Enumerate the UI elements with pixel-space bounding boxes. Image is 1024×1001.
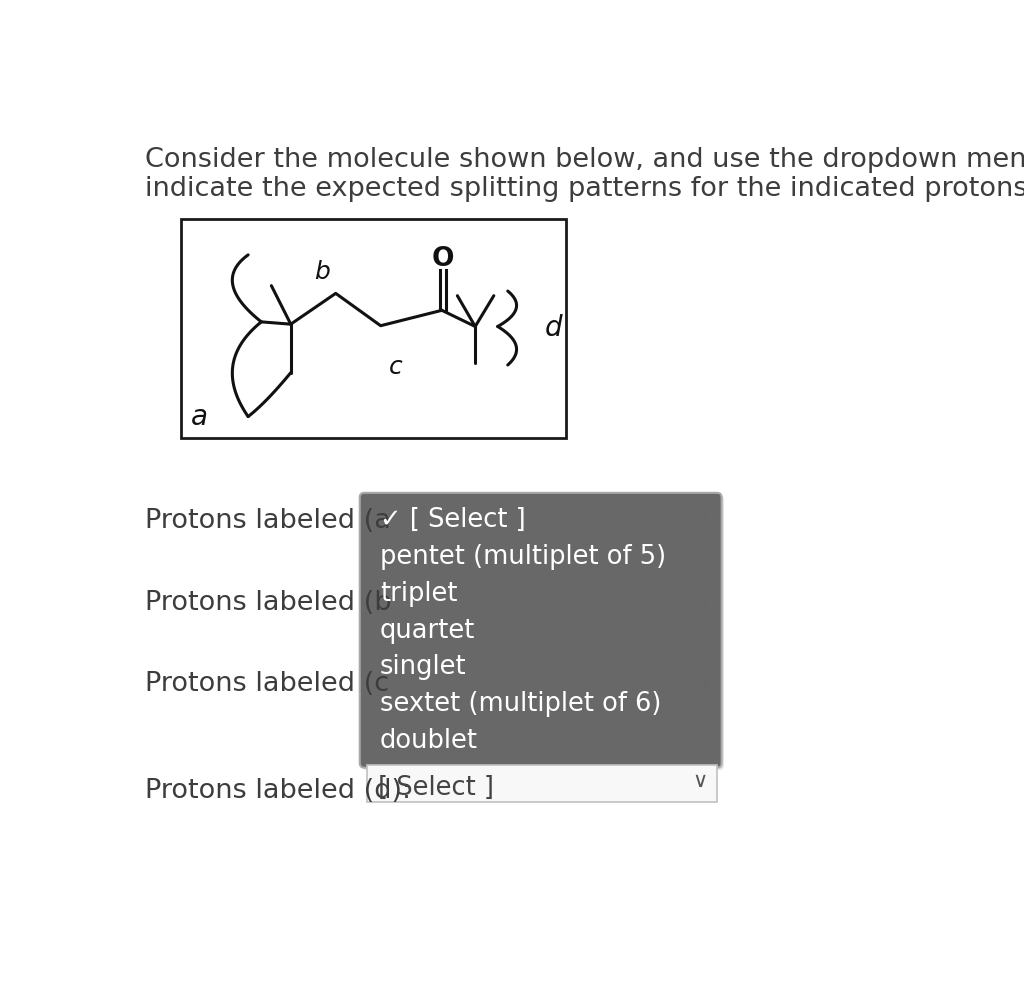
Bar	[367, 507, 717, 539]
Text: d: d	[545, 314, 562, 342]
Bar	[367, 589, 717, 621]
Text: sextet (multiplet of 6): sextet (multiplet of 6)	[380, 692, 662, 718]
Text: ✓ [ Select ]: ✓ [ Select ]	[380, 507, 525, 533]
Bar	[367, 766, 717, 803]
Bar	[367, 669, 717, 702]
Text: O: O	[431, 246, 454, 272]
Bar	[180, 218, 566, 438]
Text: ›: ›	[701, 592, 710, 610]
Text: Protons labeled (b: Protons labeled (b	[145, 590, 391, 616]
Text: ›: ›	[701, 510, 710, 529]
Text: triplet: triplet	[380, 581, 458, 607]
Text: indicate the expected splitting patterns for the indicated protons.: indicate the expected splitting patterns…	[145, 175, 1024, 201]
Text: [ Select ]: [ Select ]	[378, 775, 495, 801]
FancyBboxPatch shape	[362, 495, 724, 770]
Text: Protons labeled (a: Protons labeled (a	[145, 509, 391, 535]
Text: Consider the molecule shown below, and use the dropdown menus to: Consider the molecule shown below, and u…	[145, 147, 1024, 173]
Text: ›: ›	[701, 672, 710, 691]
Text: Protons labeled (d):: Protons labeled (d):	[145, 779, 411, 805]
Text: singlet: singlet	[380, 655, 467, 681]
Text: b: b	[313, 260, 330, 284]
Text: pentet (multiplet of 5): pentet (multiplet of 5)	[380, 544, 666, 570]
FancyBboxPatch shape	[359, 492, 722, 768]
Text: c: c	[388, 355, 402, 379]
Text: quartet: quartet	[380, 618, 475, 644]
Text: Protons labeled (c: Protons labeled (c	[145, 671, 389, 697]
Text: a: a	[190, 403, 208, 431]
Text: ∨: ∨	[692, 771, 708, 791]
Text: doublet: doublet	[380, 729, 478, 755]
